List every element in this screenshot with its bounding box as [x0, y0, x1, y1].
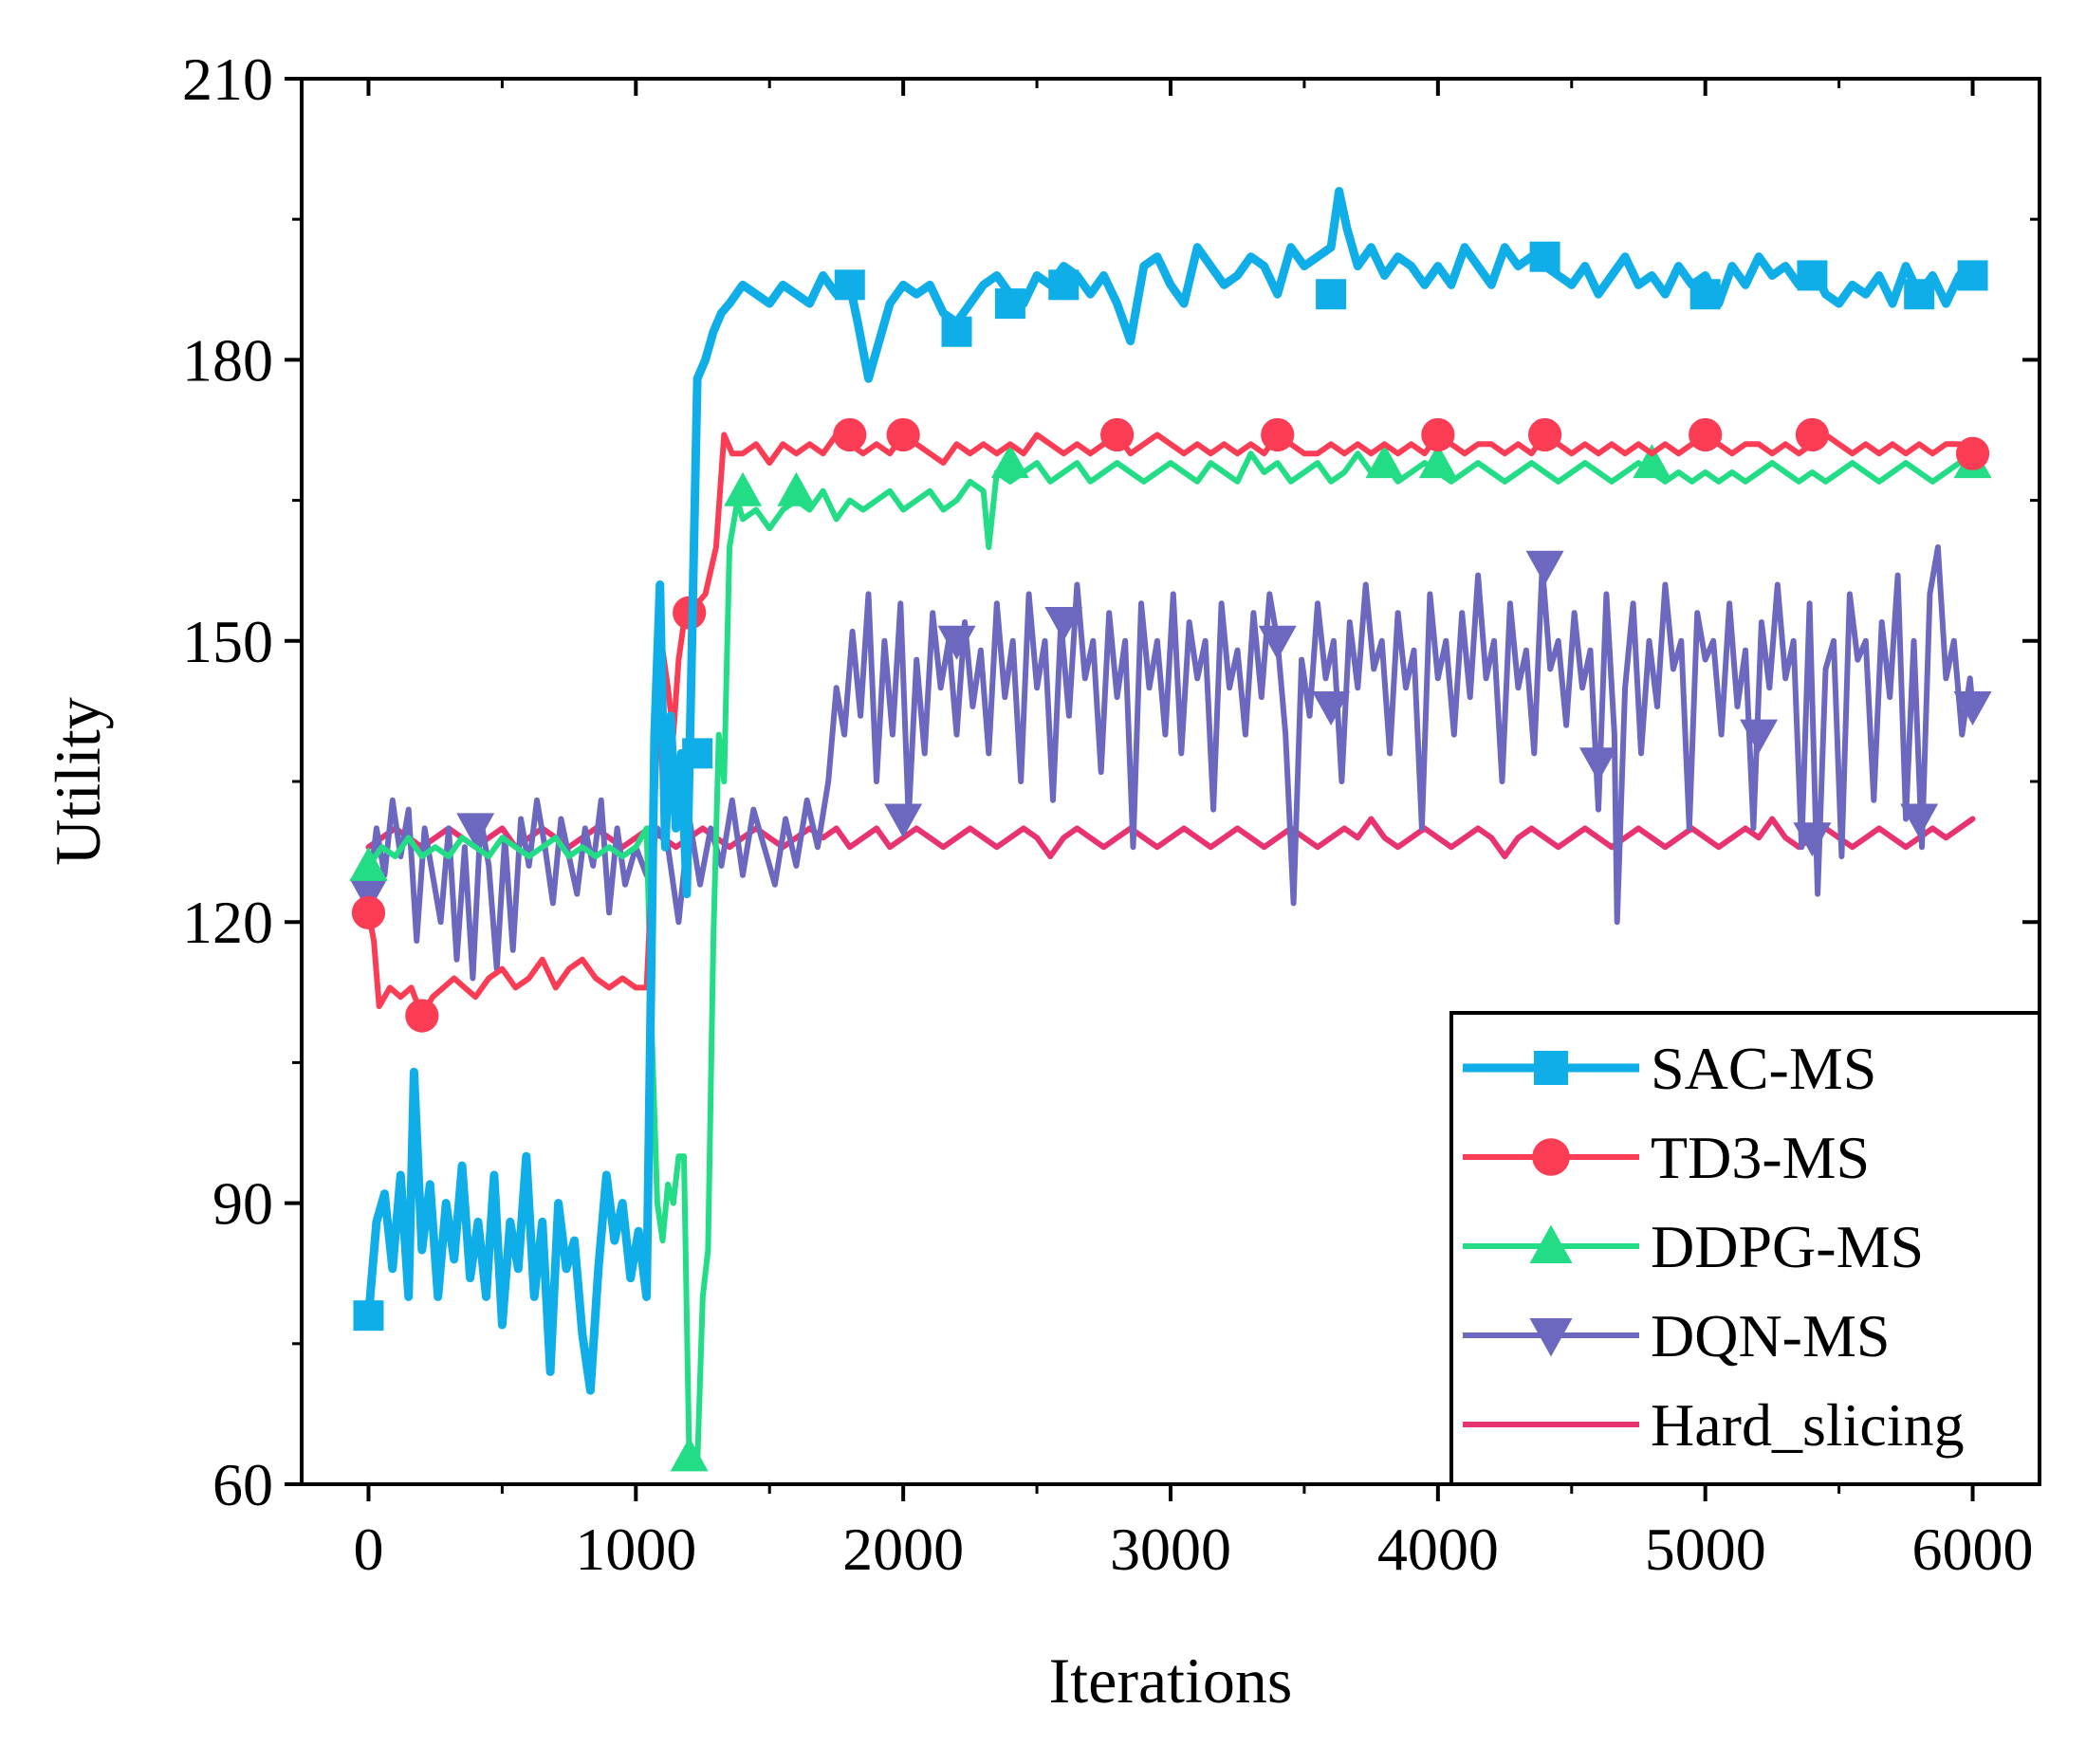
data-point-dqn-ms-10 [1793, 822, 1832, 857]
data-point-td3-ms-3 [833, 417, 867, 452]
data-point-td3-ms-1 [405, 999, 439, 1033]
y-tick-label-180: 180 [182, 326, 273, 394]
y-axis-title: Utility [42, 697, 114, 866]
x-tick-label-4000: 4000 [1377, 1516, 1499, 1583]
data-point-dqn-ms-4 [1044, 607, 1083, 642]
x-tick-label-2000: 2000 [842, 1516, 964, 1583]
legend-label: Hard_slicing [1651, 1391, 1965, 1459]
series-line-sac-ms [364, 187, 1977, 1395]
legend-swatch-marker [1534, 1051, 1568, 1085]
data-point-dqn-ms-0 [349, 878, 388, 913]
data-point-sac-ms-4 [994, 288, 1025, 320]
series-line-dqn-ms [365, 544, 1976, 982]
data-point-sac-ms-1 [682, 738, 713, 769]
data-point-td3-ms-7 [1421, 417, 1455, 452]
data-point-dqn-ms-3 [937, 625, 976, 660]
data-point-sac-ms-2 [834, 269, 865, 301]
data-point-td3-ms-5 [1100, 417, 1135, 452]
data-point-sac-ms-6 [1316, 279, 1347, 310]
data-point-sac-ms-9 [1797, 260, 1828, 291]
legend-label: DDPG-MS [1651, 1213, 1924, 1280]
data-point-dqn-ms-11 [1900, 803, 1939, 838]
data-point-sac-ms-10 [1904, 279, 1935, 310]
legend-item-sac-ms: SAC-MS [1463, 1035, 1876, 1102]
legend-swatch-marker [1529, 1224, 1573, 1263]
data-point-td3-ms-8 [1527, 417, 1562, 452]
data-point-sac-ms-0 [353, 1300, 384, 1332]
data-point-sac-ms-11 [1957, 260, 1988, 291]
data-point-ddpg-ms-4 [990, 444, 1029, 479]
data-point-sac-ms-7 [1529, 241, 1560, 272]
data-point-ddpg-ms-7 [1633, 444, 1671, 479]
x-tick-label-3000: 3000 [1110, 1516, 1231, 1583]
data-point-ddpg-ms-6 [1418, 444, 1457, 479]
x-tick-label-6000: 6000 [1912, 1516, 2034, 1583]
legend-item-dqn-ms: DQN-MS [1463, 1302, 1890, 1369]
series-line-hard-slicing [365, 816, 1976, 859]
data-point-ddpg-ms-3 [777, 471, 816, 506]
legend-item-ddpg-ms: DDPG-MS [1463, 1213, 1924, 1280]
data-point-dqn-ms-1 [456, 813, 495, 848]
data-point-dqn-ms-7 [1525, 550, 1564, 585]
y-tick-label-210: 210 [182, 46, 273, 113]
data-point-td3-ms-9 [1689, 417, 1723, 452]
data-point-dqn-ms-2 [884, 803, 923, 838]
data-point-td3-ms-10 [1795, 417, 1830, 452]
data-point-dqn-ms-6 [1312, 690, 1351, 726]
data-point-dqn-ms-12 [1953, 690, 1992, 726]
legend-item-hard-slicing: Hard_slicing [1463, 1391, 1965, 1459]
y-tick-label-150: 150 [182, 608, 273, 675]
x-axis-title: Iterations [1049, 1645, 1293, 1717]
x-tick-label-5000: 5000 [1645, 1516, 1766, 1583]
x-tick-label-1000: 1000 [575, 1516, 696, 1583]
legend-swatch-marker [1529, 1318, 1573, 1357]
data-point-sac-ms-3 [941, 316, 972, 347]
legend-label: DQN-MS [1651, 1302, 1890, 1369]
series-td3-ms [351, 417, 1990, 1033]
data-point-ddpg-ms-1 [670, 1437, 709, 1472]
series-hard-slicing [365, 816, 1976, 859]
legend: SAC-MS TD3-MS DDPG-MS DQN-MS Hard_slicing [1449, 1011, 2041, 1486]
data-point-ddpg-ms-5 [1365, 444, 1404, 479]
legend-swatch-marker [1532, 1138, 1570, 1176]
y-tick-label-120: 120 [182, 889, 273, 956]
data-point-ddpg-ms-0 [349, 846, 388, 881]
data-point-sac-ms-5 [1048, 269, 1080, 301]
y-tick-label-60: 60 [212, 1451, 273, 1518]
series-dqn-ms [349, 544, 1992, 982]
data-point-ddpg-ms-2 [724, 471, 763, 506]
data-point-td3-ms-0 [351, 895, 386, 929]
series-line-td3-ms [365, 432, 1976, 1019]
legend-item-td3-ms: TD3-MS [1463, 1124, 1870, 1191]
data-point-dqn-ms-8 [1578, 747, 1617, 782]
data-point-dqn-ms-5 [1258, 625, 1297, 660]
data-point-dqn-ms-9 [1740, 719, 1779, 754]
data-point-td3-ms-11 [1955, 436, 1990, 470]
x-tick-label-0: 0 [353, 1516, 383, 1583]
y-tick-label-90: 90 [212, 1170, 273, 1238]
legend-label: SAC-MS [1651, 1035, 1876, 1102]
data-point-sac-ms-8 [1689, 279, 1721, 310]
series-sac-ms [353, 187, 1988, 1395]
series-layer [349, 187, 1992, 1472]
data-point-td3-ms-6 [1261, 417, 1295, 452]
data-point-td3-ms-4 [886, 417, 920, 452]
legend-label: TD3-MS [1651, 1124, 1870, 1191]
